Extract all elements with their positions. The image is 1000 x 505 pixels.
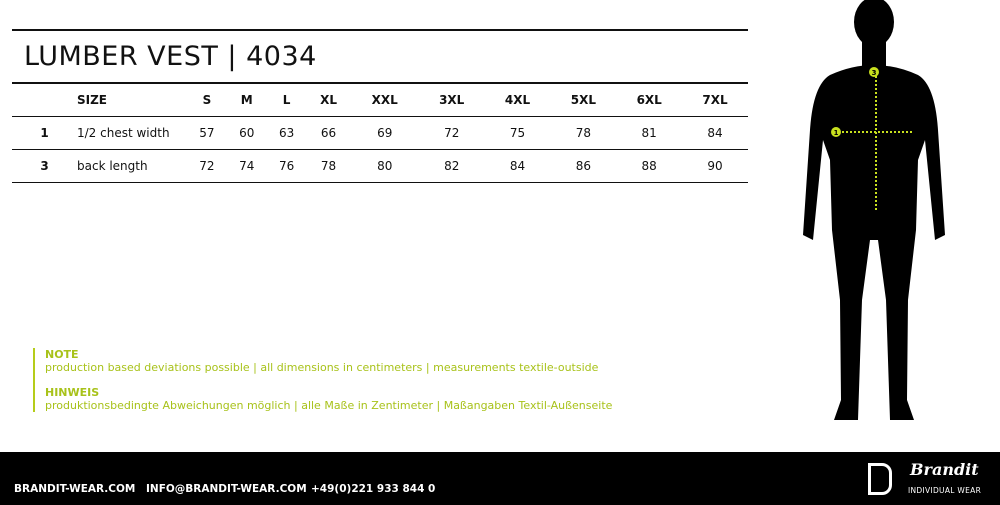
page-title: LUMBER VEST | 4034 xyxy=(24,41,317,72)
footer: BRANDIT-WEAR.COM INFO@BRANDIT-WEAR.COM +… xyxy=(0,452,1000,505)
hinweis-text: produktionsbedingte Abweichungen möglich… xyxy=(45,399,613,412)
note-text: production based deviations possible | a… xyxy=(45,361,599,374)
cell-value: 72 xyxy=(187,149,227,183)
header-size-5xl: 5XL xyxy=(550,82,617,117)
body-silhouette-figure: 3 1 xyxy=(803,0,945,420)
cell-value: 82 xyxy=(418,149,485,183)
header-size-xxl: XXL xyxy=(350,82,419,117)
cell-value: 88 xyxy=(616,149,683,183)
cell-value: 78 xyxy=(550,116,617,150)
cell-value: 86 xyxy=(550,149,617,183)
cell-value: 74 xyxy=(226,149,267,183)
email-link[interactable]: INFO@BRANDIT-WEAR.COM xyxy=(146,483,307,495)
hinweis-heading: HINWEIS xyxy=(45,386,100,399)
cell-value: 81 xyxy=(616,116,683,150)
table-row: 3 back length 72 74 76 78 80 82 84 86 88 90 xyxy=(12,149,748,183)
header-size-l: L xyxy=(266,82,307,117)
note-heading: NOTE xyxy=(45,348,79,361)
cell-value: 90 xyxy=(682,149,748,183)
marker-3 xyxy=(869,67,879,77)
cell-value: 84 xyxy=(682,116,748,150)
table-row: 1 1/2 chest width 57 60 63 66 69 72 75 78 81 84 xyxy=(12,116,748,150)
top-rule xyxy=(12,29,748,31)
header-size-xl: XL xyxy=(306,82,351,117)
cell-value: 84 xyxy=(484,149,551,183)
website-link[interactable]: BRANDIT-WEAR.COM xyxy=(14,483,136,495)
cell-value: 76 xyxy=(266,149,307,183)
marker-1-label: 1 xyxy=(834,129,839,137)
brand-tagline: INDIVIDUAL WEAR xyxy=(908,486,982,495)
notes: NOTE production based deviations possibl… xyxy=(33,348,612,412)
size-table: SIZE S M L XL XXL 3XL 4XL 5XL 6XL 7XL 1 1/2 chest… xyxy=(12,82,748,183)
header-size-7xl: 7XL xyxy=(682,82,748,117)
cell-value: 72 xyxy=(418,116,485,150)
table-header-row: SIZE S M L XL XXL 3XL 4XL 5XL 6XL 7XL xyxy=(12,82,748,117)
marker-1 xyxy=(831,127,841,137)
brandit-b-logo-icon xyxy=(868,463,892,495)
header-size: SIZE xyxy=(77,82,187,117)
cell-value: 60 xyxy=(226,116,267,150)
header-size-6xl: 6XL xyxy=(616,82,683,117)
row-label: back length xyxy=(77,149,187,183)
brand-wordmark: Brandit xyxy=(910,460,979,479)
header-num xyxy=(12,82,77,117)
header-size-4xl: 4XL xyxy=(484,82,551,117)
cell-value: 57 xyxy=(187,116,227,150)
cell-value: 69 xyxy=(350,116,419,150)
header-size-3xl: 3XL xyxy=(418,82,485,117)
cell-value: 63 xyxy=(266,116,307,150)
header-size-s: S xyxy=(187,82,227,117)
row-label: 1/2 chest width xyxy=(77,116,187,150)
row-number: 3 xyxy=(12,149,77,183)
marker-3-label: 3 xyxy=(872,69,877,77)
phone-number: +49(0)221 933 844 0 xyxy=(311,483,436,495)
cell-value: 75 xyxy=(484,116,551,150)
cell-value: 66 xyxy=(306,116,351,150)
cell-value: 78 xyxy=(306,149,351,183)
row-number: 1 xyxy=(12,116,77,150)
header-size-m: M xyxy=(226,82,267,117)
cell-value: 80 xyxy=(350,149,419,183)
